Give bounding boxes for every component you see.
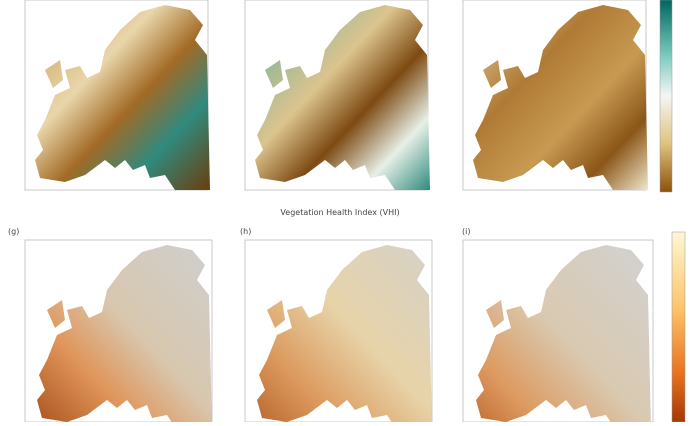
- colorbar: [659, 0, 673, 193]
- row-caption: Vegetation Health Index (VHI): [280, 208, 399, 217]
- colorbar: [671, 231, 686, 423]
- panel-label: (h): [240, 227, 251, 236]
- panel-label: (i): [462, 227, 470, 236]
- bottom-row: (g) (h) (i): [8, 227, 686, 426]
- top-row: [24, 0, 673, 193]
- panel-label: (g): [8, 227, 19, 236]
